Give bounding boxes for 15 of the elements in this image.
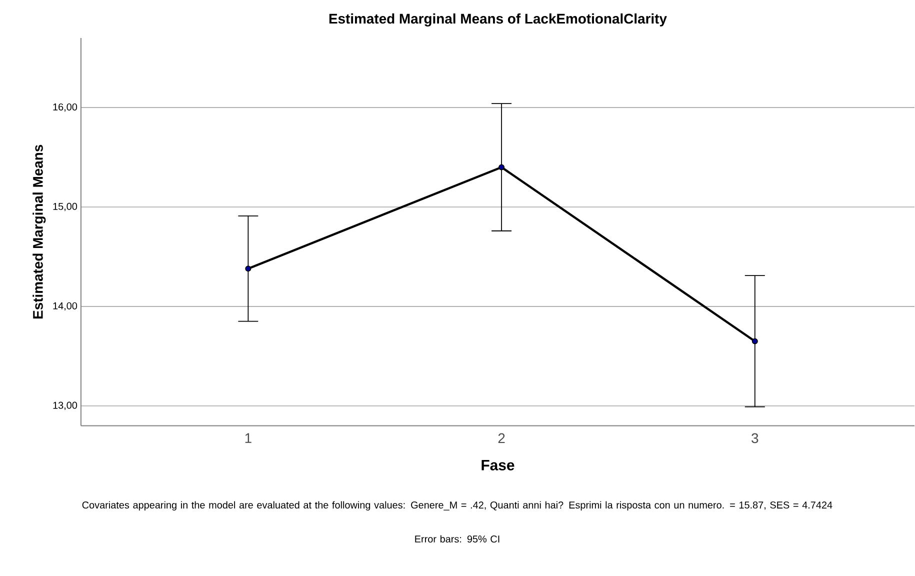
y-tick-label: 16,00 [53,104,78,112]
chart-title: Estimated Marginal Means of LackEmotionalClarity [329,14,667,27]
point [498,164,505,170]
text: Error bars: 95% CI [415,535,500,543]
point [752,338,758,344]
x-tick-label: 3 [752,433,758,444]
x-tick-label: 2 [498,433,505,444]
x-axis-title: Fase [482,460,514,471]
point [245,266,252,272]
y-tick-label: 15,00 [53,203,78,212]
text: Covariates appearing in the model are evaluated at the following values: Genere_M = .42, Quanti anni hai? Esprimi la risposta con un numero. = 15.87, SES = 4.7424 [82,501,832,511]
y-tick-label: 13,00 [53,402,78,410]
x-tick-label: 1 [245,433,252,444]
y-axis-title: Estimated Marginal Means [32,145,46,319]
y-tick-label: 14,00 [53,302,78,311]
